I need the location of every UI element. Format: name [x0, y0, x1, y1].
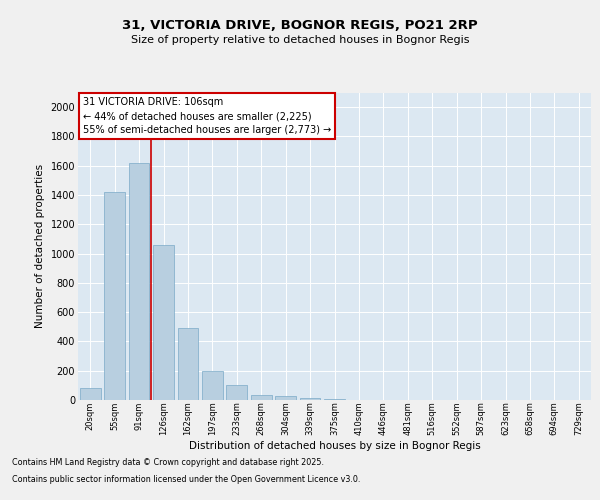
Bar [153, 245, 174, 400]
Y-axis label: Number of detached properties: Number of detached properties [35, 164, 45, 328]
Bar [202, 370, 223, 400]
Text: Contains HM Land Registry data © Crown copyright and database right 2025.: Contains HM Land Registry data © Crown c… [12, 458, 324, 467]
Bar [324, 398, 345, 400]
Text: 31, VICTORIA DRIVE, BOGNOR REGIS, PO21 2RP: 31, VICTORIA DRIVE, BOGNOR REGIS, PO21 2… [122, 19, 478, 32]
X-axis label: Distribution of detached houses by size in Bognor Regis: Distribution of detached houses by size … [188, 441, 481, 451]
Text: Contains public sector information licensed under the Open Government Licence v3: Contains public sector information licen… [12, 474, 361, 484]
Bar [104, 192, 125, 400]
Text: Size of property relative to detached houses in Bognor Regis: Size of property relative to detached ho… [131, 35, 469, 45]
Bar [128, 163, 149, 400]
Bar [178, 328, 199, 400]
Bar [251, 395, 272, 400]
Text: 31 VICTORIA DRIVE: 106sqm
← 44% of detached houses are smaller (2,225)
55% of se: 31 VICTORIA DRIVE: 106sqm ← 44% of detac… [83, 97, 331, 135]
Bar [80, 388, 101, 400]
Bar [299, 398, 320, 400]
Bar [226, 384, 247, 400]
Bar [275, 396, 296, 400]
